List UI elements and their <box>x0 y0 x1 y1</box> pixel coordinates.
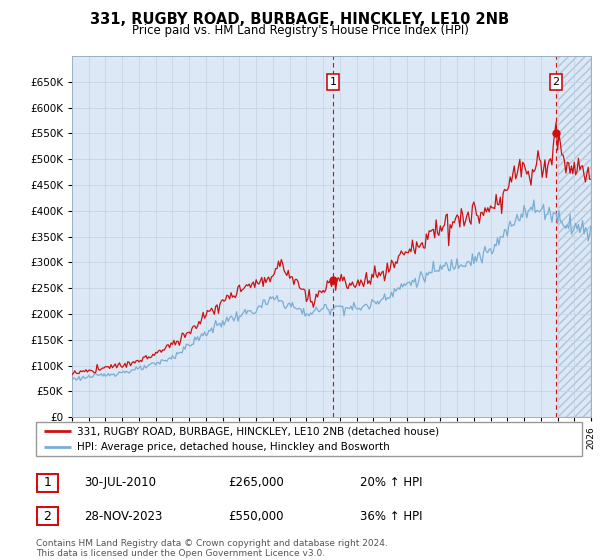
Text: £265,000: £265,000 <box>228 476 284 489</box>
Bar <box>557 56 591 417</box>
Text: 30-JUL-2010: 30-JUL-2010 <box>84 476 156 489</box>
Text: 36% ↑ HPI: 36% ↑ HPI <box>360 510 422 523</box>
Text: £550,000: £550,000 <box>228 510 284 523</box>
Text: 28-NOV-2023: 28-NOV-2023 <box>84 510 163 523</box>
FancyBboxPatch shape <box>37 474 58 492</box>
Text: 1: 1 <box>329 77 337 87</box>
Text: Contains HM Land Registry data © Crown copyright and database right 2024.
This d: Contains HM Land Registry data © Crown c… <box>36 539 388 558</box>
Text: HPI: Average price, detached house, Hinckley and Bosworth: HPI: Average price, detached house, Hinc… <box>77 442 390 452</box>
Text: 331, RUGBY ROAD, BURBAGE, HINCKLEY, LE10 2NB: 331, RUGBY ROAD, BURBAGE, HINCKLEY, LE10… <box>91 12 509 27</box>
Text: 20% ↑ HPI: 20% ↑ HPI <box>360 476 422 489</box>
Text: 1: 1 <box>43 476 52 489</box>
Text: 2: 2 <box>43 510 52 523</box>
FancyBboxPatch shape <box>36 422 582 456</box>
Text: Price paid vs. HM Land Registry's House Price Index (HPI): Price paid vs. HM Land Registry's House … <box>131 24 469 36</box>
FancyBboxPatch shape <box>37 507 58 525</box>
Text: 331, RUGBY ROAD, BURBAGE, HINCKLEY, LE10 2NB (detached house): 331, RUGBY ROAD, BURBAGE, HINCKLEY, LE10… <box>77 426 439 436</box>
Text: 2: 2 <box>553 77 560 87</box>
